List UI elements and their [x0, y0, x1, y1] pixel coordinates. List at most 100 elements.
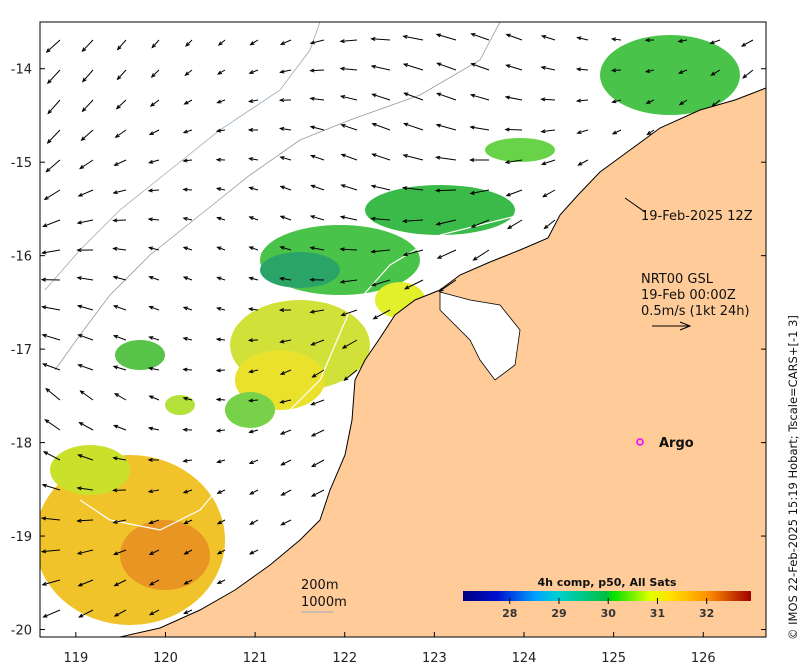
current-arrow [148, 579, 160, 586]
current-arrow [147, 217, 160, 222]
current-arrow [249, 39, 259, 46]
land-mass [119, 87, 766, 637]
lat-tick-label: -14 [11, 63, 32, 78]
current-arrow [310, 154, 325, 161]
current-arrow [339, 279, 358, 284]
current-arrow [76, 248, 94, 253]
current-arrow [470, 33, 490, 41]
lat-tick-label: -20 [11, 624, 32, 639]
current-arrow [576, 36, 589, 41]
current-arrow [371, 122, 391, 131]
current-arrow [182, 367, 193, 372]
current-arrow [216, 459, 226, 464]
current-arrow [76, 304, 94, 311]
current-arrow [279, 339, 292, 344]
current-arrow [504, 95, 523, 101]
current-arrow [77, 454, 94, 461]
current-arrow [577, 159, 589, 166]
current-arrow [182, 306, 193, 311]
current-time-label: 19-Feb 00:00Z [641, 288, 736, 303]
current-arrow [77, 334, 94, 341]
current-arrow [217, 39, 226, 46]
current-arrow [402, 249, 424, 257]
current-arrow [279, 276, 292, 281]
current-arrow [310, 429, 325, 437]
current-arrow [469, 125, 490, 131]
current-arrow [249, 519, 259, 525]
current-arrow [341, 339, 358, 349]
current-arrow [309, 68, 325, 73]
current-arrow [280, 519, 292, 526]
current-arrow [182, 129, 193, 134]
current-arrow [309, 96, 325, 101]
current-arrow [540, 34, 556, 41]
current-arrow [248, 429, 259, 434]
current-arrow [540, 65, 556, 71]
current-arrow [248, 489, 259, 495]
lat-tick-label: -15 [11, 156, 32, 171]
current-arrow [247, 398, 259, 403]
current-arrow [148, 159, 160, 164]
current-arrow [112, 218, 127, 223]
map-frame [39, 21, 767, 638]
current-arrow [183, 99, 193, 105]
current-arrow [147, 188, 160, 193]
current-arrow [310, 489, 325, 497]
current-arrow [280, 459, 292, 466]
current-arrow [113, 579, 127, 587]
current-arrow [340, 309, 358, 317]
current-arrow [248, 369, 259, 374]
current-arrow [148, 336, 160, 341]
current-arrow [402, 154, 424, 161]
king-sound-water [439, 291, 521, 381]
colorbar-tick-label: 30 [601, 607, 617, 620]
current-arrow [279, 215, 292, 221]
current-arrow [40, 516, 61, 521]
current-arrow [279, 429, 292, 435]
current-arrow [611, 129, 622, 135]
current-arrow [42, 609, 61, 618]
current-arrow [112, 549, 127, 556]
current-arrow [215, 306, 226, 311]
current-arrow [742, 69, 754, 79]
current-arrow [436, 92, 457, 101]
isobath-200m-label: 200m [301, 578, 338, 593]
current-arrow [41, 305, 61, 311]
current-arrow [76, 276, 94, 281]
current-arrow [112, 519, 127, 524]
current-arrow [148, 519, 160, 525]
current-arrow [41, 579, 61, 586]
colorbar-gradient [463, 591, 751, 601]
current-arrow [248, 276, 259, 281]
current-arrow [438, 279, 457, 292]
current-arrow [77, 189, 94, 197]
current-arrow [311, 459, 325, 468]
current-arrow [711, 99, 721, 108]
current-arrow [80, 129, 94, 142]
argo-float-marker[interactable] [636, 438, 644, 446]
latitude-axis: -14 -15 -16 -17 -18 -19 -20 [11, 63, 766, 639]
current-arrow [678, 99, 688, 106]
current-arrow [280, 489, 292, 496]
current-arrow [470, 219, 490, 228]
longitude-axis: 119 120 121 122 123 124 125 126 [63, 632, 716, 666]
current-arrow [46, 69, 61, 85]
current-arrow [309, 215, 325, 221]
current-arrow [215, 157, 226, 162]
current-arrow [709, 39, 721, 45]
current-arrow [46, 129, 61, 144]
current-arrow [216, 489, 226, 494]
current-arrow [182, 458, 193, 463]
current-arrow [677, 38, 688, 43]
current-arrow [309, 39, 325, 45]
current-arrow [215, 397, 226, 402]
current-arrow [279, 69, 292, 74]
current-arrow [611, 99, 622, 104]
cyclone-track [79, 204, 561, 531]
current-arrow [148, 305, 160, 311]
current-arrow [112, 275, 127, 281]
current-arrow [370, 64, 391, 71]
scale-arrow-icon [652, 321, 692, 331]
current-arrow [248, 69, 259, 74]
